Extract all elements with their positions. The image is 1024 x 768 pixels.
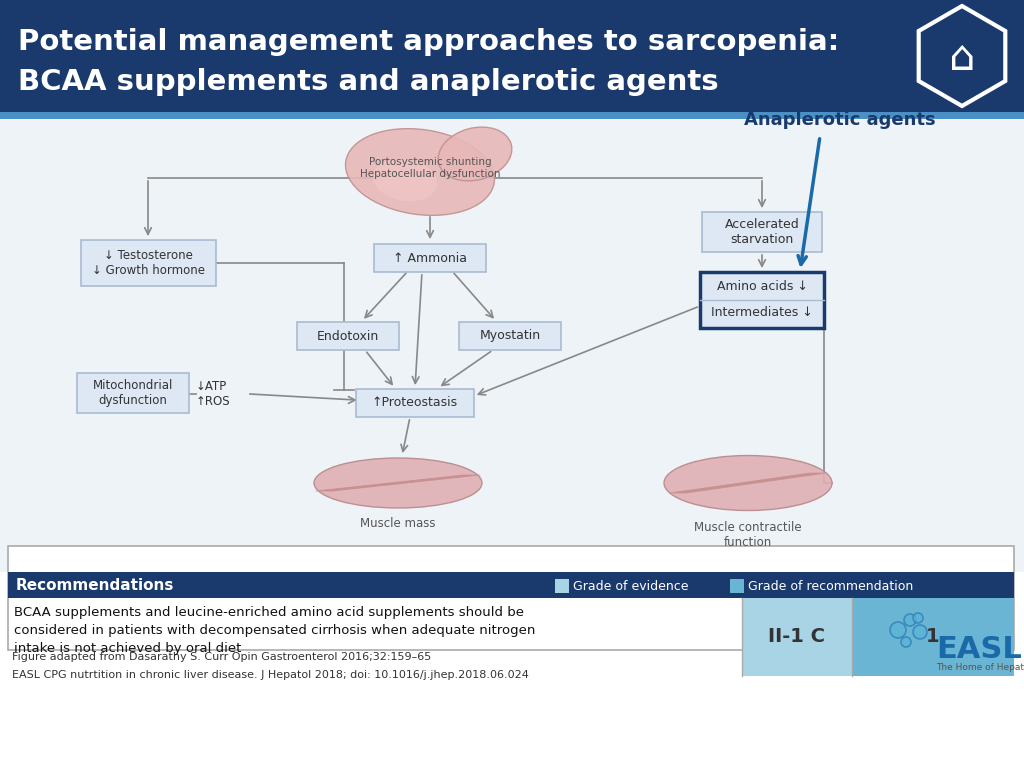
Bar	[0, 119, 1024, 572]
Bar	[8, 572, 1014, 598]
FancyBboxPatch shape	[297, 322, 399, 350]
Text: 1: 1	[926, 627, 940, 647]
FancyBboxPatch shape	[8, 546, 1014, 650]
FancyBboxPatch shape	[77, 373, 189, 413]
Text: BCAA supplements
Anaplerotic agents: BCAA supplements Anaplerotic agents	[744, 91, 936, 129]
Circle shape	[890, 622, 906, 638]
FancyBboxPatch shape	[356, 389, 474, 417]
Text: Endotoxin: Endotoxin	[316, 329, 379, 343]
Text: Figure adapted from Dasarathy S. Curr Opin Gastroenterol 2016;32:159–65: Figure adapted from Dasarathy S. Curr Op…	[12, 652, 431, 662]
Ellipse shape	[438, 127, 512, 181]
Text: Muscle mass: Muscle mass	[360, 517, 436, 530]
Text: ↑Proteostasis: ↑Proteostasis	[372, 396, 458, 409]
Text: EASL: EASL	[936, 635, 1022, 664]
Ellipse shape	[314, 458, 482, 508]
Text: Muscle contractile
function: Muscle contractile function	[694, 521, 802, 549]
Bar	[730, 579, 744, 593]
Text: ↑ Ammonia: ↑ Ammonia	[393, 251, 467, 264]
Circle shape	[904, 614, 916, 626]
Text: intake is not achieved by oral diet: intake is not achieved by oral diet	[14, 642, 242, 655]
FancyBboxPatch shape	[702, 212, 822, 252]
Text: Intermediates ↓: Intermediates ↓	[711, 306, 813, 319]
Text: Grade of evidence: Grade of evidence	[573, 580, 688, 592]
Text: Mitochondrial
dysfunction: Mitochondrial dysfunction	[93, 379, 173, 407]
Polygon shape	[919, 6, 1006, 106]
Text: Myostatin: Myostatin	[479, 329, 541, 343]
Text: EASL CPG nutrtition in chronic liver disease. J Hepatol 2018; doi: 10.1016/j.jhe: EASL CPG nutrtition in chronic liver dis…	[12, 670, 528, 680]
Text: Amino acids ↓: Amino acids ↓	[717, 280, 808, 293]
Bar	[852, 598, 1014, 676]
Bar	[0, 0, 1024, 112]
Ellipse shape	[345, 128, 495, 215]
Text: II-1 C: II-1 C	[768, 627, 825, 647]
Text: Accelerated
starvation: Accelerated starvation	[725, 218, 800, 246]
Text: ⌂: ⌂	[949, 37, 975, 79]
Bar	[742, 598, 852, 676]
Ellipse shape	[373, 158, 437, 201]
Text: Recommendations: Recommendations	[16, 578, 174, 592]
Circle shape	[901, 637, 911, 647]
Circle shape	[913, 625, 927, 639]
Text: Portosystemic shunting
Hepatocellular dysfunction: Portosystemic shunting Hepatocellular dy…	[359, 157, 501, 179]
Ellipse shape	[664, 455, 831, 511]
Circle shape	[913, 613, 923, 623]
Text: Potential management approaches to sarcopenia:: Potential management approaches to sarco…	[18, 28, 840, 56]
Text: considered in patients with decompensated cirrhosis when adequate nitrogen: considered in patients with decompensate…	[14, 624, 536, 637]
Text: ↓ATP
↑ROS: ↓ATP ↑ROS	[196, 380, 230, 408]
Text: BCAA supplements and anaplerotic agents: BCAA supplements and anaplerotic agents	[18, 68, 719, 96]
Bar	[0, 112, 1024, 119]
FancyBboxPatch shape	[81, 240, 215, 286]
Text: BCAA supplements and leucine-enriched amino acid supplements should be: BCAA supplements and leucine-enriched am…	[14, 606, 524, 619]
Text: ↓ Testosterone
↓ Growth hormone: ↓ Testosterone ↓ Growth hormone	[91, 249, 205, 277]
Bar	[555, 579, 569, 593]
FancyBboxPatch shape	[374, 244, 486, 272]
Text: Grade of recommendation: Grade of recommendation	[748, 580, 913, 592]
Text: The Home of Hepatology: The Home of Hepatology	[936, 664, 1024, 673]
FancyBboxPatch shape	[459, 322, 561, 350]
FancyBboxPatch shape	[700, 272, 824, 328]
